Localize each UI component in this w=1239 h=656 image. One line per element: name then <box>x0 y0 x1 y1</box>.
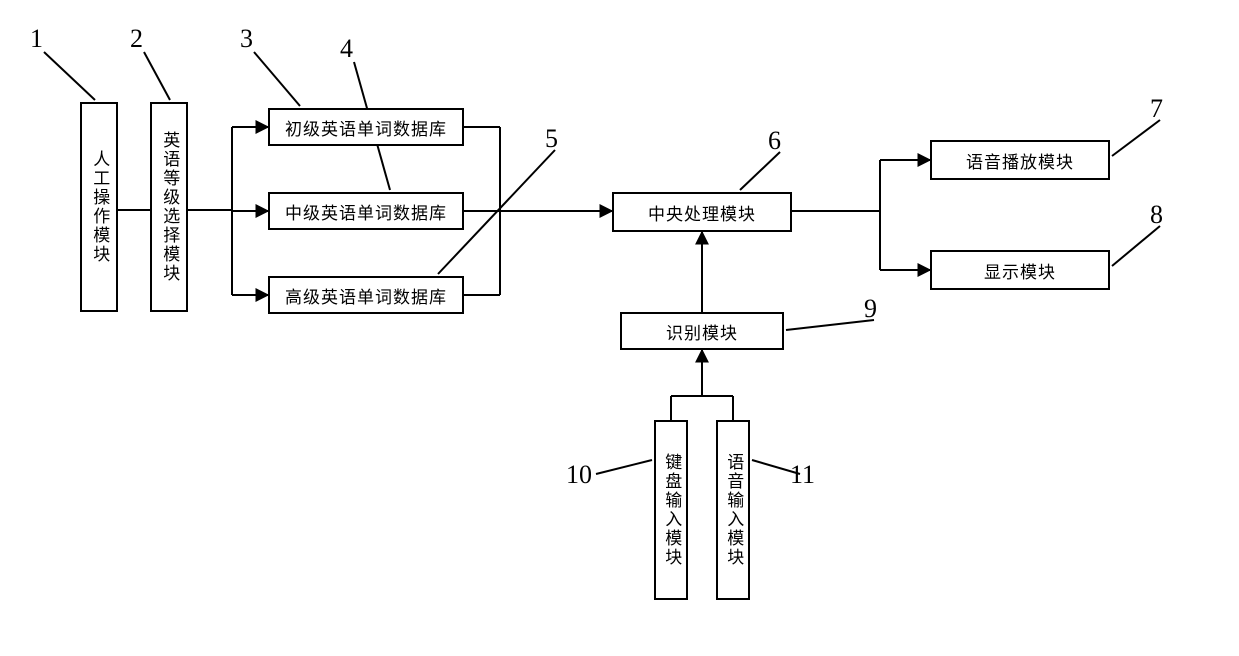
callout-leader-1 <box>44 52 95 100</box>
node-n3: 初级英语单词数据库 <box>268 108 464 146</box>
callout-leader-6 <box>740 152 780 190</box>
callout-leader-9 <box>786 320 874 330</box>
callout-2: 2 <box>130 24 143 54</box>
node-n4: 中级英语单词数据库 <box>268 192 464 230</box>
node-label-n4: 中级英语单词数据库 <box>285 199 447 224</box>
node-label-n10: 键盘输入模块 <box>661 453 681 567</box>
node-label-n2: 英语等级选择模块 <box>159 131 179 283</box>
node-n1: 人工操作模块 <box>80 102 118 312</box>
callout-1: 1 <box>30 24 43 54</box>
callout-5: 5 <box>545 124 558 154</box>
node-label-n9: 识别模块 <box>666 319 738 344</box>
node-n9: 识别模块 <box>620 312 784 350</box>
diagram-stage: 人工操作模块 英语等级选择模块 初级英语单词数据库中级英语单词数据库高级英语单词数据… <box>0 0 1239 656</box>
node-n11: 语音输入模块 <box>716 420 750 600</box>
node-n5: 高级英语单词数据库 <box>268 276 464 314</box>
node-label-n5: 高级英语单词数据库 <box>285 283 447 308</box>
callout-6: 6 <box>768 126 781 156</box>
callout-leader-8 <box>1112 226 1160 266</box>
callout-9: 9 <box>864 294 877 324</box>
node-label-n6: 中央处理模块 <box>648 200 756 225</box>
node-label-n1: 人工操作模块 <box>89 150 109 264</box>
callout-4: 4 <box>340 34 353 64</box>
node-label-n3: 初级英语单词数据库 <box>285 115 447 140</box>
callout-3: 3 <box>240 24 253 54</box>
node-n7: 语音播放模块 <box>930 140 1110 180</box>
callout-leader-3 <box>254 52 300 106</box>
callout-8: 8 <box>1150 200 1163 230</box>
node-label-n8: 显示模块 <box>984 258 1056 283</box>
callout-11: 11 <box>790 460 815 490</box>
node-n8: 显示模块 <box>930 250 1110 290</box>
callout-10: 10 <box>566 460 592 490</box>
node-n10: 键盘输入模块 <box>654 420 688 600</box>
node-n2: 英语等级选择模块 <box>150 102 188 312</box>
node-n6: 中央处理模块 <box>612 192 792 232</box>
node-label-n7: 语音播放模块 <box>966 148 1074 173</box>
callout-7: 7 <box>1150 94 1163 124</box>
callout-leader-2 <box>144 52 170 100</box>
callout-leader-7 <box>1112 120 1160 156</box>
node-label-n11: 语音输入模块 <box>723 453 743 567</box>
callout-leader-10 <box>596 460 652 474</box>
